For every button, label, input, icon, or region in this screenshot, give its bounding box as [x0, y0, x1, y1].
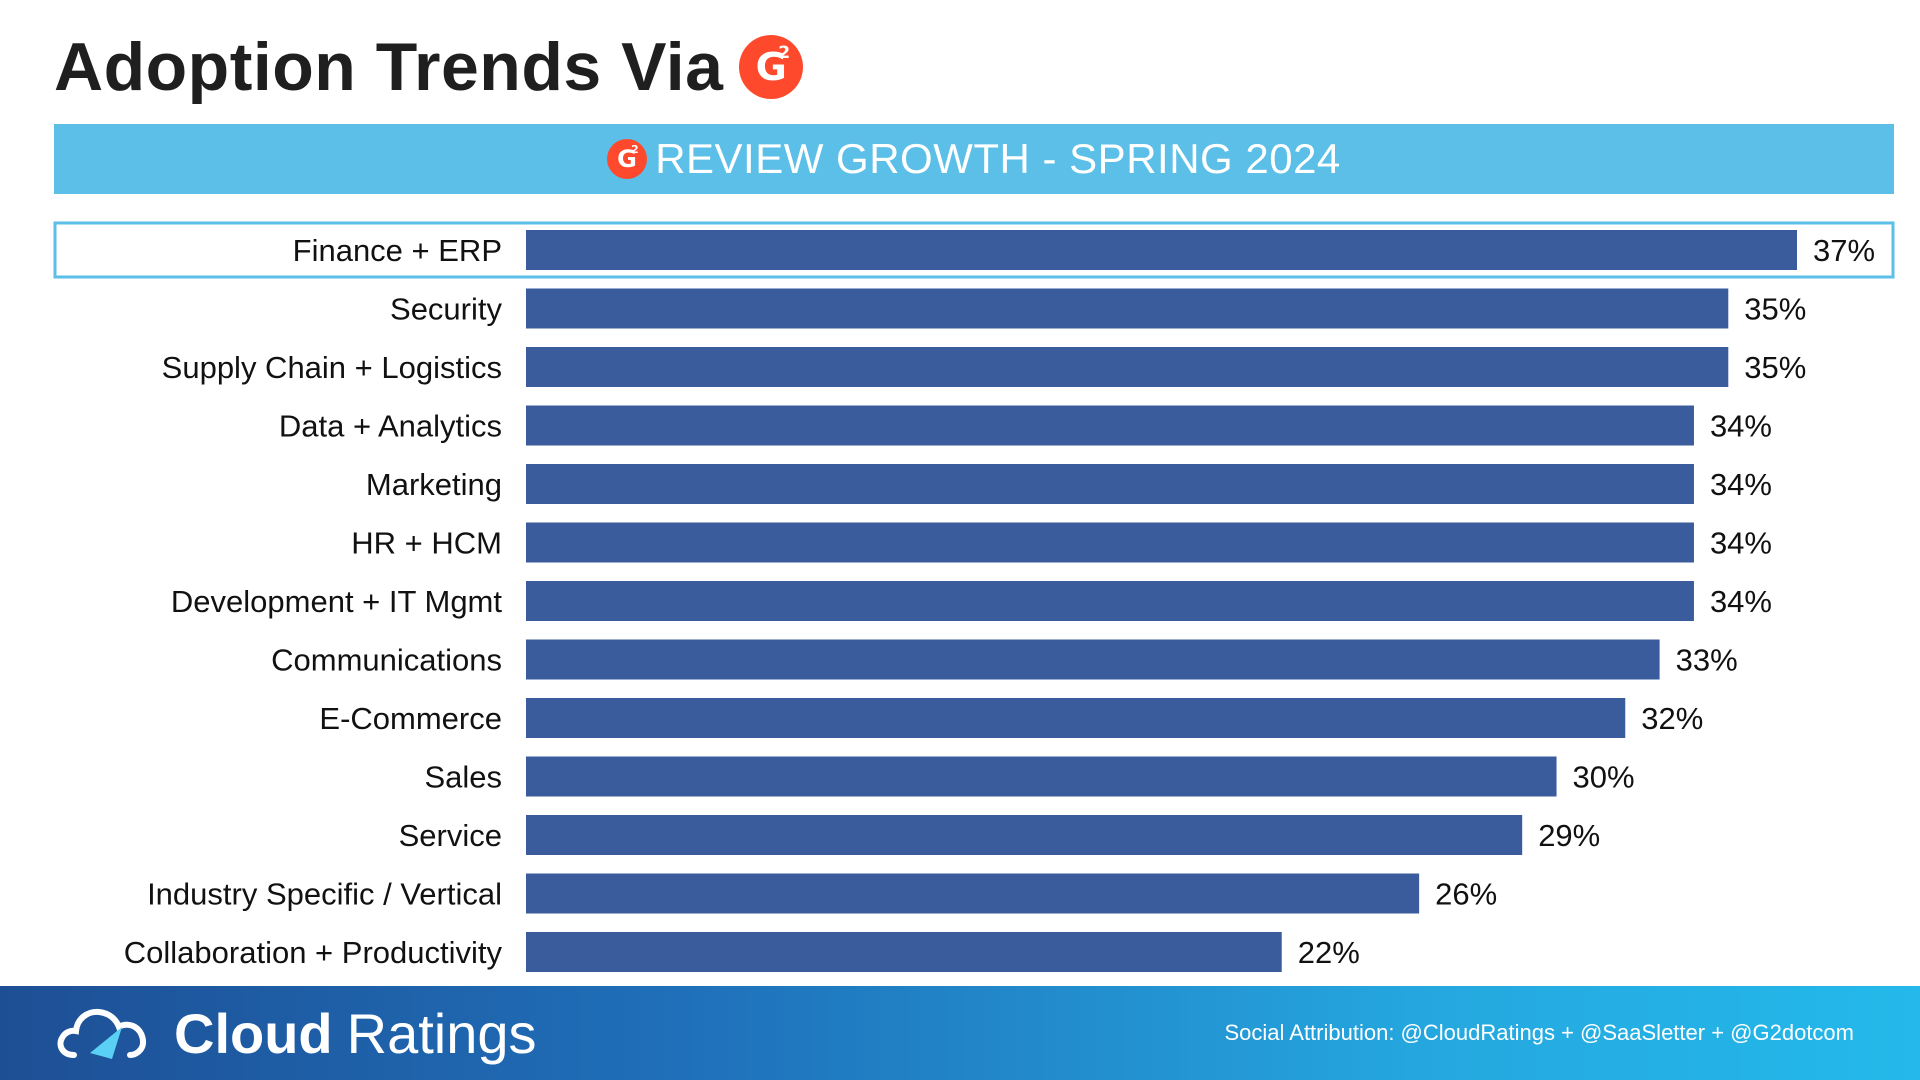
category-label: Finance + ERP — [293, 233, 502, 268]
bar — [526, 347, 1729, 387]
bar — [526, 873, 1420, 914]
data-label: 34% — [1710, 467, 1772, 502]
category-label: Communications — [271, 643, 502, 678]
brand-bold: Cloud — [174, 1001, 333, 1065]
footer-bar: Cloud Ratings Social Attribution: @Cloud… — [0, 986, 1920, 1080]
bar — [526, 932, 1282, 972]
bar — [526, 581, 1694, 621]
data-label: 32% — [1641, 701, 1703, 736]
data-label: 26% — [1435, 877, 1497, 912]
bar-chart: Finance + ERP 37% Security 35% Supply Chain … — [53, 221, 1895, 972]
bar — [526, 288, 1729, 329]
g2-logo-letter: G — [617, 145, 638, 173]
cloud-gauge-icon — [57, 1008, 146, 1059]
bar — [526, 464, 1694, 504]
social-attribution: Social Attribution: @CloudRatings + @Saa… — [1224, 1020, 1854, 1045]
g2-logo-letter: G — [755, 45, 788, 89]
category-label: Development + IT Mgmt — [171, 584, 502, 619]
bar — [526, 698, 1626, 738]
category-label: Service — [399, 818, 502, 853]
bar — [526, 639, 1660, 680]
category-label: Industry Specific / Vertical — [147, 877, 502, 912]
data-label: 35% — [1744, 292, 1806, 327]
data-label: 30% — [1573, 760, 1635, 795]
bar — [526, 522, 1694, 563]
bar — [526, 405, 1694, 446]
title-text: Adoption Trends Via — [54, 29, 724, 105]
category-label: Security — [390, 292, 502, 327]
bar — [526, 230, 1797, 270]
brand-light: Ratings — [346, 1001, 537, 1065]
category-label: Sales — [424, 760, 502, 795]
banner-title: REVIEW GROWTH - SPRING 2024 — [655, 135, 1341, 182]
data-label: 34% — [1710, 584, 1772, 619]
data-label: 22% — [1298, 935, 1360, 970]
category-label: HR + HCM — [351, 526, 502, 561]
bar — [526, 815, 1523, 855]
category-label: Data + Analytics — [279, 409, 502, 444]
data-label: 29% — [1538, 818, 1600, 853]
bar — [526, 756, 1557, 797]
g2-logo-sup: 2 — [778, 43, 791, 64]
data-label: 35% — [1744, 350, 1806, 385]
category-label: E-Commerce — [319, 701, 502, 736]
g2-logo-sup: 2 — [631, 143, 640, 157]
data-label: 34% — [1710, 526, 1772, 561]
category-label: Supply Chain + Logistics — [162, 350, 502, 385]
data-label: 33% — [1676, 643, 1738, 678]
category-label: Marketing — [366, 467, 502, 502]
highlight-frame — [53, 221, 1895, 279]
category-label: Collaboration + Productivity — [124, 935, 503, 970]
data-label: 37% — [1813, 233, 1875, 268]
data-label: 34% — [1710, 409, 1772, 444]
cloud-ratings-logo: Cloud Ratings — [56, 998, 537, 1068]
